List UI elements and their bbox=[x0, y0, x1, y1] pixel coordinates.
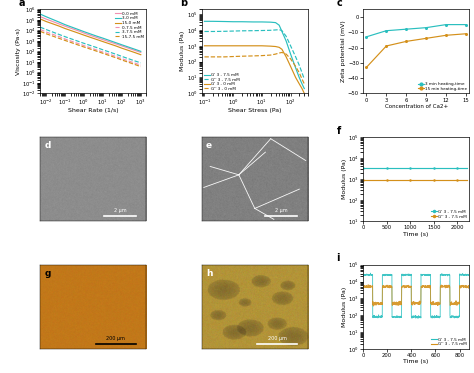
Text: d: d bbox=[45, 141, 51, 150]
Text: c: c bbox=[337, 0, 342, 8]
Y-axis label: Modulus (Pa): Modulus (Pa) bbox=[342, 286, 346, 327]
Text: 200 μm: 200 μm bbox=[106, 335, 125, 341]
Legend: G' 3 - 7.5 mM, G'' 3 - 7.5 mM: G' 3 - 7.5 mM, G'' 3 - 7.5 mM bbox=[430, 337, 467, 347]
Y-axis label: Viscosity (Pa·s): Viscosity (Pa·s) bbox=[16, 28, 21, 75]
Text: e: e bbox=[206, 141, 212, 150]
Text: 2 μm: 2 μm bbox=[114, 208, 126, 213]
Y-axis label: Modulus (Pa): Modulus (Pa) bbox=[180, 31, 185, 72]
Text: a: a bbox=[19, 0, 26, 8]
Text: f: f bbox=[337, 126, 341, 136]
X-axis label: Shear Stress (Pa): Shear Stress (Pa) bbox=[228, 108, 282, 113]
Text: i: i bbox=[337, 253, 340, 263]
Text: h: h bbox=[206, 269, 212, 278]
Legend: 3 min heating-time, 15 min heating-time: 3 min heating-time, 15 min heating-time bbox=[417, 82, 467, 91]
Y-axis label: Modulus (Pa): Modulus (Pa) bbox=[342, 159, 346, 199]
X-axis label: Time (s): Time (s) bbox=[403, 232, 429, 236]
Text: 2 μm: 2 μm bbox=[275, 208, 288, 213]
X-axis label: Concentration of Ca2+: Concentration of Ca2+ bbox=[384, 104, 448, 109]
Y-axis label: Zeta potential (mV): Zeta potential (mV) bbox=[341, 21, 346, 82]
Text: g: g bbox=[45, 269, 51, 278]
Legend: G' 3 - 7.5 mM, G'' 3 - 7.5 mM: G' 3 - 7.5 mM, G'' 3 - 7.5 mM bbox=[430, 210, 467, 219]
X-axis label: Time (s): Time (s) bbox=[403, 359, 429, 364]
Text: 200 μm: 200 μm bbox=[268, 335, 286, 341]
Legend: 0-0 mM, 3-0 mM, 15-0 mM, 0-7.5 mM, 3-7.5 mM, 15-7.5 mM: 0-0 mM, 3-0 mM, 15-0 mM, 0-7.5 mM, 3-7.5… bbox=[114, 12, 145, 40]
Legend: G' 3 - 7.5 mM, G'' 3 - 7.5 mM, G' 3 - 0 mM, G'' 3 - 0 mM: G' 3 - 7.5 mM, G'' 3 - 7.5 mM, G' 3 - 0 … bbox=[204, 73, 240, 91]
Text: b: b bbox=[181, 0, 188, 8]
X-axis label: Shear Rate (1/s): Shear Rate (1/s) bbox=[68, 108, 118, 113]
